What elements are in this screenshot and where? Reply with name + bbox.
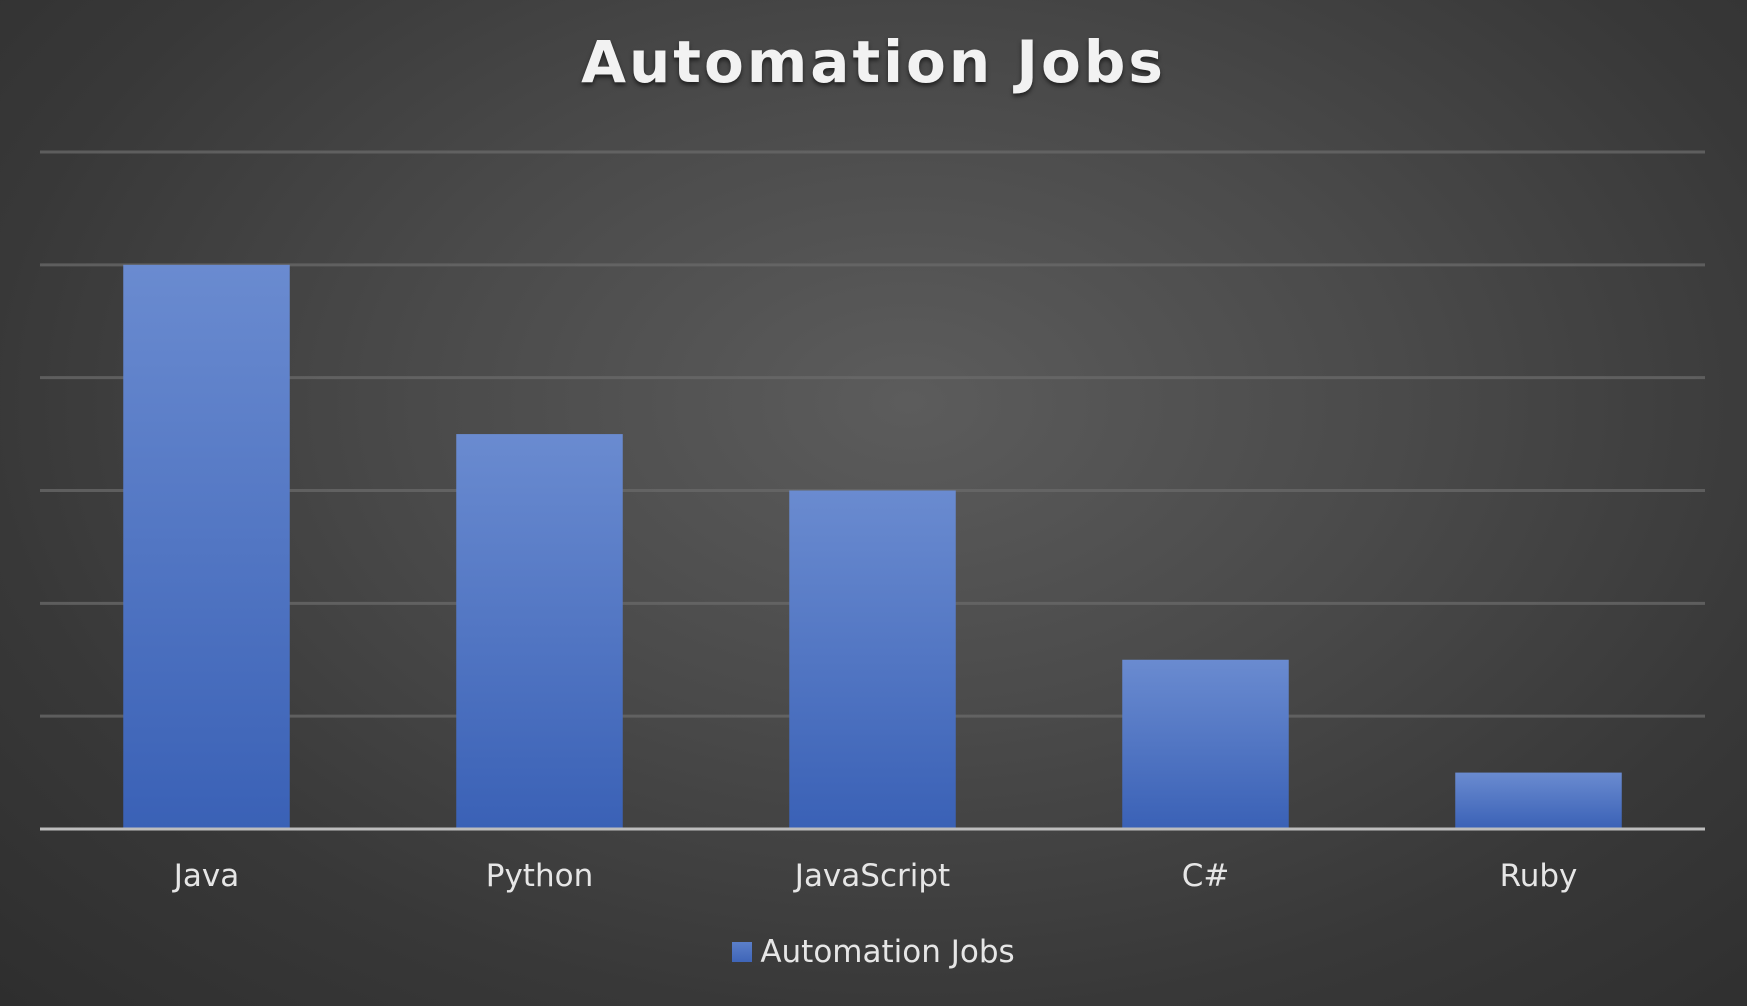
bar-java bbox=[123, 264, 290, 829]
bar-javascript bbox=[789, 490, 956, 829]
x-tick-label: Ruby bbox=[1500, 858, 1578, 894]
x-tick-label: Java bbox=[172, 858, 239, 894]
x-tick-labels: Java Python JavaScript C# Ruby bbox=[172, 858, 1578, 894]
legend: Automation Jobs bbox=[0, 934, 1747, 970]
bars bbox=[123, 264, 1622, 829]
x-tick-label: Python bbox=[486, 858, 593, 894]
bar-ruby bbox=[1455, 772, 1622, 829]
x-tick-label: C# bbox=[1182, 858, 1230, 894]
chart-title: Automation Jobs bbox=[581, 28, 1166, 96]
x-tick-label: JavaScript bbox=[793, 858, 950, 894]
bar-python bbox=[456, 434, 623, 829]
bar-c- bbox=[1122, 659, 1289, 829]
legend-label: Automation Jobs bbox=[760, 934, 1015, 970]
legend-swatch bbox=[732, 942, 753, 962]
